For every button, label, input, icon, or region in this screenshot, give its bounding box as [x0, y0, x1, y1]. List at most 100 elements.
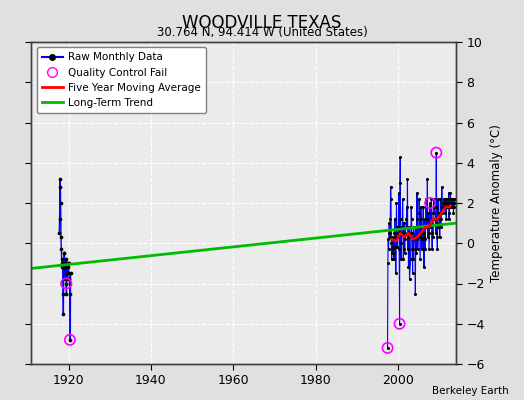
Point — [62, 280, 70, 287]
Point — [56, 184, 64, 190]
Point — [445, 216, 453, 222]
Point — [442, 196, 450, 202]
Point — [391, 234, 400, 240]
Point — [385, 230, 393, 236]
Point — [56, 216, 64, 222]
Point — [417, 230, 425, 236]
Point — [420, 216, 429, 222]
Point — [444, 190, 453, 196]
Point — [417, 236, 425, 242]
Point — [419, 234, 428, 240]
Point — [405, 230, 413, 236]
Point — [57, 200, 65, 206]
Point — [427, 224, 435, 230]
Point — [396, 180, 404, 186]
Point — [448, 204, 456, 210]
Point — [431, 230, 440, 236]
Point — [431, 216, 440, 222]
Point — [397, 230, 406, 236]
Point — [397, 240, 406, 246]
Point — [416, 234, 424, 240]
Point — [413, 246, 422, 252]
Point — [401, 230, 410, 236]
Point — [438, 200, 446, 206]
Point — [408, 270, 417, 277]
Y-axis label: Temperature Anomaly (°C): Temperature Anomaly (°C) — [490, 124, 503, 282]
Point — [432, 150, 441, 156]
Point — [388, 234, 396, 240]
Point — [437, 204, 445, 210]
Point — [436, 196, 445, 202]
Point — [436, 210, 444, 216]
Point — [62, 270, 71, 277]
Point — [424, 230, 433, 236]
Point — [441, 196, 449, 202]
Point — [435, 216, 444, 222]
Point — [440, 204, 449, 210]
Point — [386, 216, 395, 222]
Point — [395, 320, 403, 327]
Point — [448, 196, 456, 202]
Point — [59, 310, 68, 317]
Point — [410, 234, 419, 240]
Point — [60, 250, 68, 256]
Point — [65, 276, 73, 283]
Point — [433, 224, 442, 230]
Point — [427, 196, 435, 202]
Point — [412, 234, 420, 240]
Point — [58, 256, 66, 262]
Point — [412, 216, 421, 222]
Point — [411, 290, 420, 297]
Point — [390, 216, 399, 222]
Point — [436, 224, 445, 230]
Point — [450, 204, 458, 210]
Point — [418, 246, 426, 252]
Point — [428, 230, 436, 236]
Point — [399, 256, 408, 262]
Point — [384, 260, 392, 266]
Point — [426, 200, 434, 206]
Point — [384, 345, 392, 351]
Point — [389, 236, 397, 242]
Point — [429, 210, 438, 216]
Point — [417, 216, 425, 222]
Point — [400, 220, 408, 226]
Point — [433, 234, 441, 240]
Point — [394, 230, 402, 236]
Point — [63, 276, 71, 283]
Text: WOODVILLE TEXAS: WOODVILLE TEXAS — [182, 14, 342, 32]
Point — [423, 216, 431, 222]
Point — [443, 196, 452, 202]
Point — [387, 196, 395, 202]
Point — [432, 150, 441, 156]
Point — [66, 337, 74, 343]
Point — [389, 244, 398, 250]
Point — [63, 264, 72, 270]
Point — [409, 236, 417, 242]
Point — [445, 210, 454, 216]
Point — [62, 280, 70, 287]
Point — [446, 196, 454, 202]
Point — [56, 176, 64, 182]
Point — [388, 250, 397, 256]
Point — [411, 246, 419, 252]
Point — [67, 270, 75, 277]
Point — [437, 216, 445, 222]
Point — [405, 264, 413, 270]
Point — [441, 200, 450, 206]
Point — [419, 224, 427, 230]
Point — [424, 234, 432, 240]
Point — [392, 224, 401, 230]
Point — [416, 256, 424, 262]
Point — [396, 154, 405, 160]
Point — [428, 246, 436, 252]
Point — [441, 210, 450, 216]
Point — [61, 276, 69, 283]
Point — [398, 196, 407, 202]
Point — [398, 224, 407, 230]
Point — [62, 256, 70, 262]
Point — [415, 196, 423, 202]
Point — [387, 256, 396, 262]
Point — [434, 210, 443, 216]
Point — [408, 246, 417, 252]
